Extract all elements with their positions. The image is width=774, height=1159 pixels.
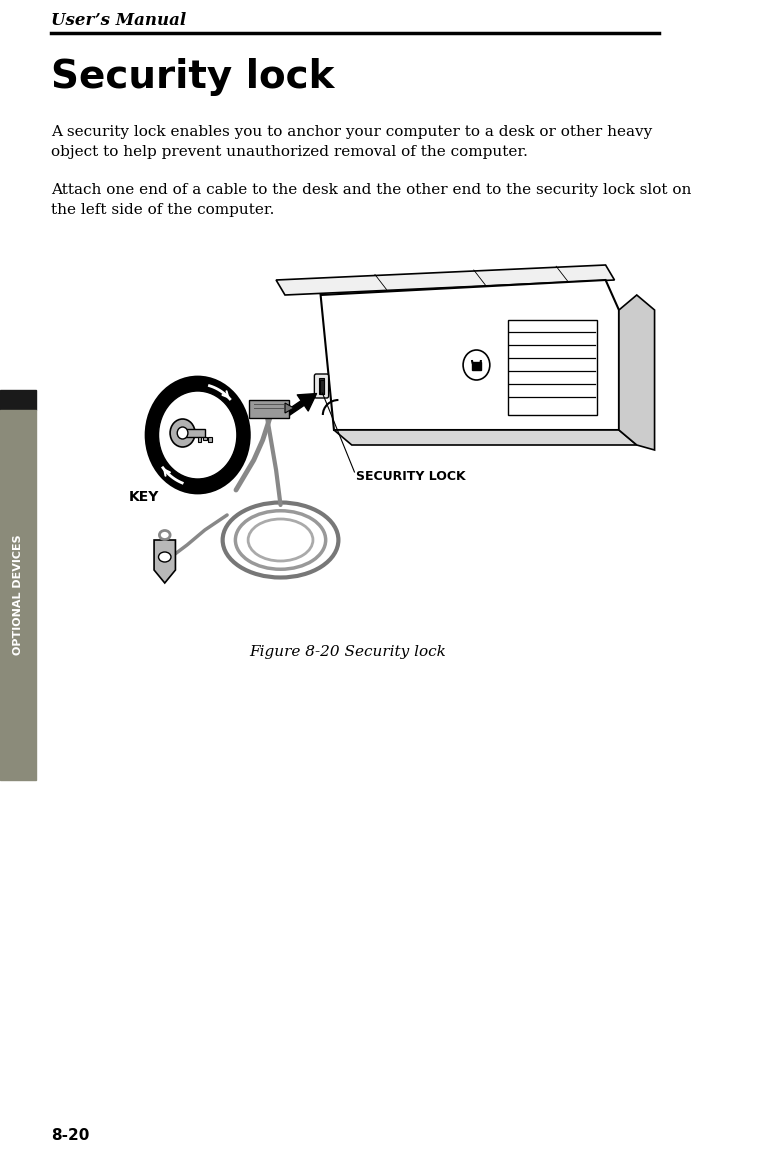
Text: KEY: KEY [129,490,159,504]
Circle shape [146,377,249,493]
Polygon shape [334,430,637,445]
FancyBboxPatch shape [314,374,329,398]
Circle shape [463,350,490,380]
Bar [197,437,201,442]
Polygon shape [249,400,289,418]
Bar [0,389,36,410]
Circle shape [159,391,237,479]
Text: User’s Manual: User’s Manual [51,12,186,29]
Ellipse shape [159,552,171,562]
Polygon shape [154,540,176,583]
Polygon shape [320,280,619,430]
Bar [0,410,36,780]
Circle shape [170,420,195,447]
Bar [508,320,597,415]
FancyArrowPatch shape [286,394,317,416]
Text: OPTIONAL DEVICES: OPTIONAL DEVICES [13,534,22,655]
Bar [208,437,212,442]
Text: 8-20: 8-20 [51,1128,89,1143]
Text: SECURITY LOCK: SECURITY LOCK [356,471,466,483]
Bar [183,429,205,437]
Polygon shape [285,403,294,413]
Bar [320,380,324,394]
Bar [319,378,324,394]
Text: Security lock: Security lock [51,58,334,96]
Bar [472,362,481,370]
Text: Figure 8-20 Security lock: Figure 8-20 Security lock [249,646,446,659]
Text: A security lock enables you to anchor your computer to a desk or other heavy
obj: A security lock enables you to anchor yo… [51,125,652,159]
Polygon shape [619,296,655,450]
Text: Attach one end of a cable to the desk and the other end to the security lock slo: Attach one end of a cable to the desk an… [51,183,691,217]
Polygon shape [276,265,615,296]
Bar [203,437,207,440]
Circle shape [177,427,188,439]
